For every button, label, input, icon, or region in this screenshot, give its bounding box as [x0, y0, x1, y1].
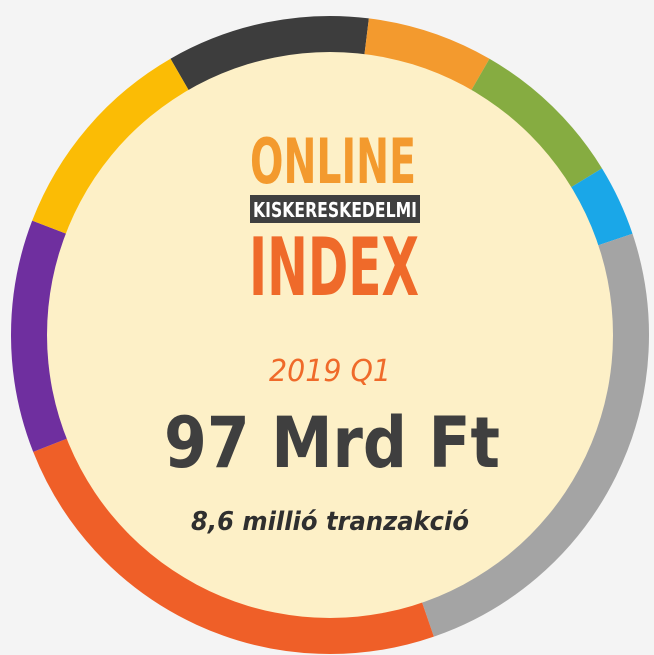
ring-segment — [33, 437, 434, 654]
ring-segment — [421, 233, 649, 637]
logo-index: INDEX — [249, 221, 419, 314]
logo-kiskereskedelmi: KISKERESKEDELMI — [253, 198, 417, 222]
ring-segment — [569, 168, 633, 247]
transactions: 8,6 millió tranzakció — [191, 507, 469, 537]
ring-segment — [11, 220, 69, 452]
ring-segment — [470, 58, 602, 189]
ring-segment — [32, 58, 190, 235]
ring-segment — [363, 18, 490, 92]
logo-band — [250, 195, 420, 223]
logo-online: ONLINE — [250, 125, 416, 198]
ring — [11, 16, 649, 654]
amount: 97 Mrd Ft — [164, 402, 500, 484]
period: 2019 Q1 — [269, 354, 391, 389]
ring-segment — [170, 16, 369, 92]
center-disc — [47, 52, 613, 618]
